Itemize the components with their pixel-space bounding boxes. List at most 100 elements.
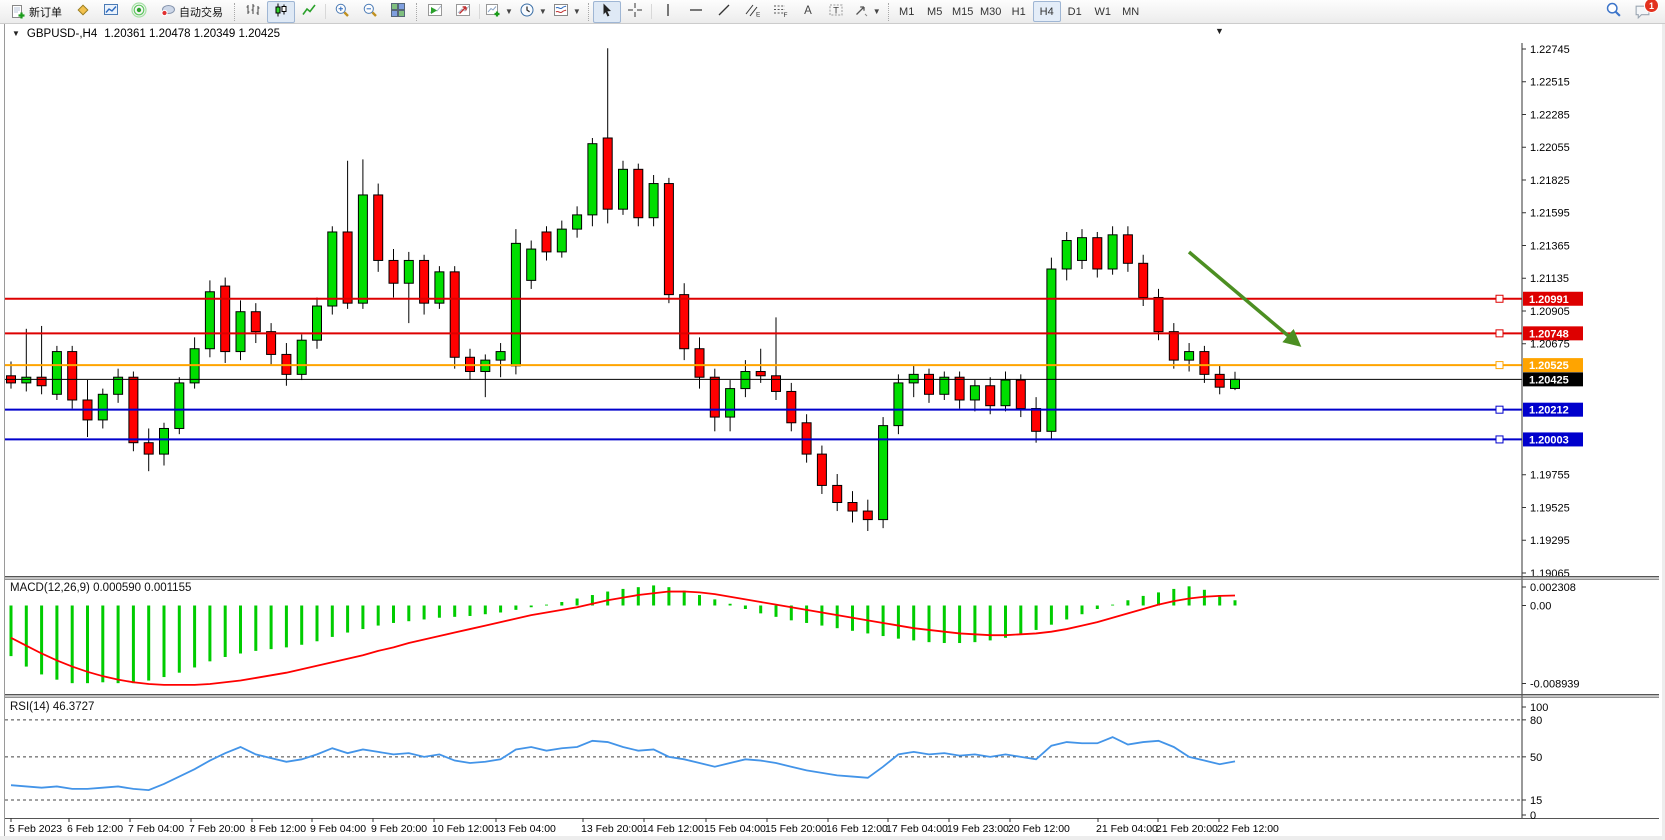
svg-text:F: F — [783, 12, 787, 18]
svg-text:0.002308: 0.002308 — [1530, 582, 1576, 594]
trade-levels-button[interactable] — [421, 1, 449, 23]
svg-text:1.19755: 1.19755 — [1530, 470, 1570, 482]
chart-title-bar: ▼ GBPUSD-,H4 1.20361 1.20478 1.20349 1.2… — [5, 24, 1658, 43]
new-order-icon — [10, 4, 26, 20]
hline-handle[interactable] — [1495, 329, 1504, 338]
templates-icon — [553, 2, 569, 21]
arrows-button[interactable]: ▼ — [850, 1, 884, 23]
hline-handle[interactable] — [1495, 294, 1504, 303]
main-toolbar: 新订单 自动交易 — [0, 0, 1665, 24]
svg-text:1.19525: 1.19525 — [1530, 502, 1570, 514]
time-axis-label: 21 Feb 20:00 — [1156, 823, 1218, 835]
cursor-button[interactable] — [592, 0, 621, 23]
arrows-icon — [853, 2, 869, 21]
line-chart-button[interactable] — [295, 1, 323, 23]
chat-button[interactable]: 1 — [1634, 0, 1659, 20]
hline-objects[interactable]: 1.20991 1.20748 1.20525 1.20425 1.20212 1.200… — [5, 291, 1583, 447]
vertical-line-button[interactable] — [654, 1, 682, 23]
macd-label: MACD(12,26,9) 0.000590 0.001155 — [10, 582, 191, 594]
price-badge — [1523, 291, 1583, 306]
chevron-down-icon: ▼ — [538, 7, 547, 16]
fibonacci-button[interactable]: F — [766, 1, 794, 23]
crosshair-button[interactable] — [621, 1, 649, 23]
time-axis-label: 22 Feb 12:00 — [1217, 823, 1279, 835]
text-label-button[interactable]: T — [822, 1, 850, 23]
arrow-annotation[interactable] — [1187, 250, 1302, 347]
time-axis-label: 15 Feb 04:00 — [704, 823, 766, 835]
window-right-edge — [1662, 24, 1665, 836]
rsi-line — [10, 736, 1236, 792]
zoom-in-icon — [334, 2, 350, 21]
trend-arrow-icon[interactable] — [1187, 250, 1302, 347]
time-axis-label: 7 Feb 20:00 — [189, 823, 245, 835]
svg-text:15: 15 — [1530, 795, 1542, 807]
chart-canvas[interactable]: 1.20991 1.20748 1.20525 1.20425 1.20212 1.200… — [5, 43, 1659, 836]
auto-trading-label: 自动交易 — [179, 6, 223, 19]
new-order-button[interactable]: 新订单 — [3, 1, 69, 23]
collapse-triangle-icon[interactable]: ▼ — [12, 29, 20, 38]
auto-trading-button[interactable]: 自动交易 — [153, 1, 230, 23]
trade-history-button[interactable] — [449, 1, 477, 23]
chevron-down-icon: ▼ — [872, 7, 881, 16]
signals-icon — [131, 2, 147, 21]
trendline-icon — [716, 2, 732, 21]
time-axis-label: 8 Feb 12:00 — [250, 823, 306, 835]
price-badge-label: 1.20003 — [1529, 434, 1569, 446]
tab-timeframe-d1[interactable]: D1 — [1067, 5, 1082, 18]
macd-signal-line — [10, 590, 1236, 686]
equidistant-channel-button[interactable]: E — [738, 1, 766, 23]
price-badge-label: 1.20425 — [1529, 374, 1569, 386]
chart-shift-marker-icon: ▼ — [1215, 26, 1224, 36]
chart-symbol-period: GBPUSD-,H4 — [26, 27, 98, 40]
tab-timeframe-h1[interactable]: H1 — [1011, 5, 1026, 18]
tab-timeframe-m15[interactable]: M15 — [951, 5, 974, 18]
tab-timeframe-h4[interactable]: H4 — [1032, 1, 1061, 22]
hline-handle[interactable] — [1495, 435, 1504, 444]
tab-timeframe-mn[interactable]: MN — [1122, 5, 1140, 18]
time-axis-label: 15 Feb 20:00 — [765, 823, 827, 835]
price-axis[interactable]: 1.22745 1.22515 1.22285 1.22055 1.21825 1.215… — [1521, 43, 1570, 818]
svg-text:T: T — [833, 6, 839, 17]
zoom-out-button[interactable] — [356, 1, 384, 23]
toolbar-right-group: 1 — [1605, 0, 1659, 23]
tab-timeframe-w1[interactable]: W1 — [1094, 5, 1111, 18]
profiles-button[interactable] — [97, 1, 125, 23]
pane-separators[interactable] — [5, 576, 1659, 819]
trendline-button[interactable] — [710, 1, 738, 23]
metaquotes-button[interactable] — [69, 1, 97, 23]
price-badge-label: 1.20991 — [1529, 294, 1569, 306]
text-button[interactable]: A — [794, 1, 822, 23]
hline-handle[interactable] — [1495, 405, 1504, 414]
templates-button[interactable]: ▼ — [550, 1, 584, 23]
chart-window[interactable]: ▼ GBPUSD-,H4 1.20361 1.20478 1.20349 1.2… — [4, 24, 1659, 836]
hline-handle[interactable] — [1495, 361, 1504, 370]
signals-button[interactable] — [125, 1, 153, 23]
new-chart-button[interactable]: ▼ — [482, 1, 516, 23]
tab-timeframe-m1[interactable]: M1 — [899, 5, 915, 18]
ohlc-bars-button[interactable] — [239, 1, 267, 23]
tile-windows-button[interactable] — [384, 1, 412, 23]
horizontal-line-button[interactable] — [682, 1, 710, 23]
price-badge — [1523, 402, 1583, 417]
chevron-down-icon: ▼ — [505, 7, 513, 16]
candlestick-chart-button[interactable] — [267, 0, 295, 23]
text-icon: A — [800, 2, 816, 21]
tab-timeframe-m5[interactable]: M5 — [927, 5, 943, 18]
ohlc-bars-icon — [245, 2, 261, 21]
periods-button[interactable]: ▼ — [516, 1, 550, 23]
svg-text:1.22055: 1.22055 — [1530, 142, 1570, 154]
zoom-in-button[interactable] — [328, 1, 356, 23]
price-badge — [1523, 432, 1583, 447]
toolbar-divider — [479, 4, 480, 19]
diamond-icon — [75, 2, 91, 21]
search-icon[interactable] — [1605, 1, 1622, 23]
tab-timeframe-m30[interactable]: M30 — [979, 5, 1002, 18]
time-axis-label: 13 Feb 04:00 — [494, 823, 556, 835]
new-order-label: 新订单 — [29, 6, 62, 19]
new-chart-icon — [485, 2, 501, 21]
chart-ohlc-values: 1.20361 1.20478 1.20349 1.20425 — [104, 27, 281, 40]
trade-history-icon — [455, 2, 471, 21]
time-axis-label: 5 Feb 2023 — [9, 823, 62, 835]
time-axis[interactable]: 5 Feb 2023 6 Feb 12:00 7 Feb 04:00 7 Feb 20… — [9, 818, 1279, 835]
